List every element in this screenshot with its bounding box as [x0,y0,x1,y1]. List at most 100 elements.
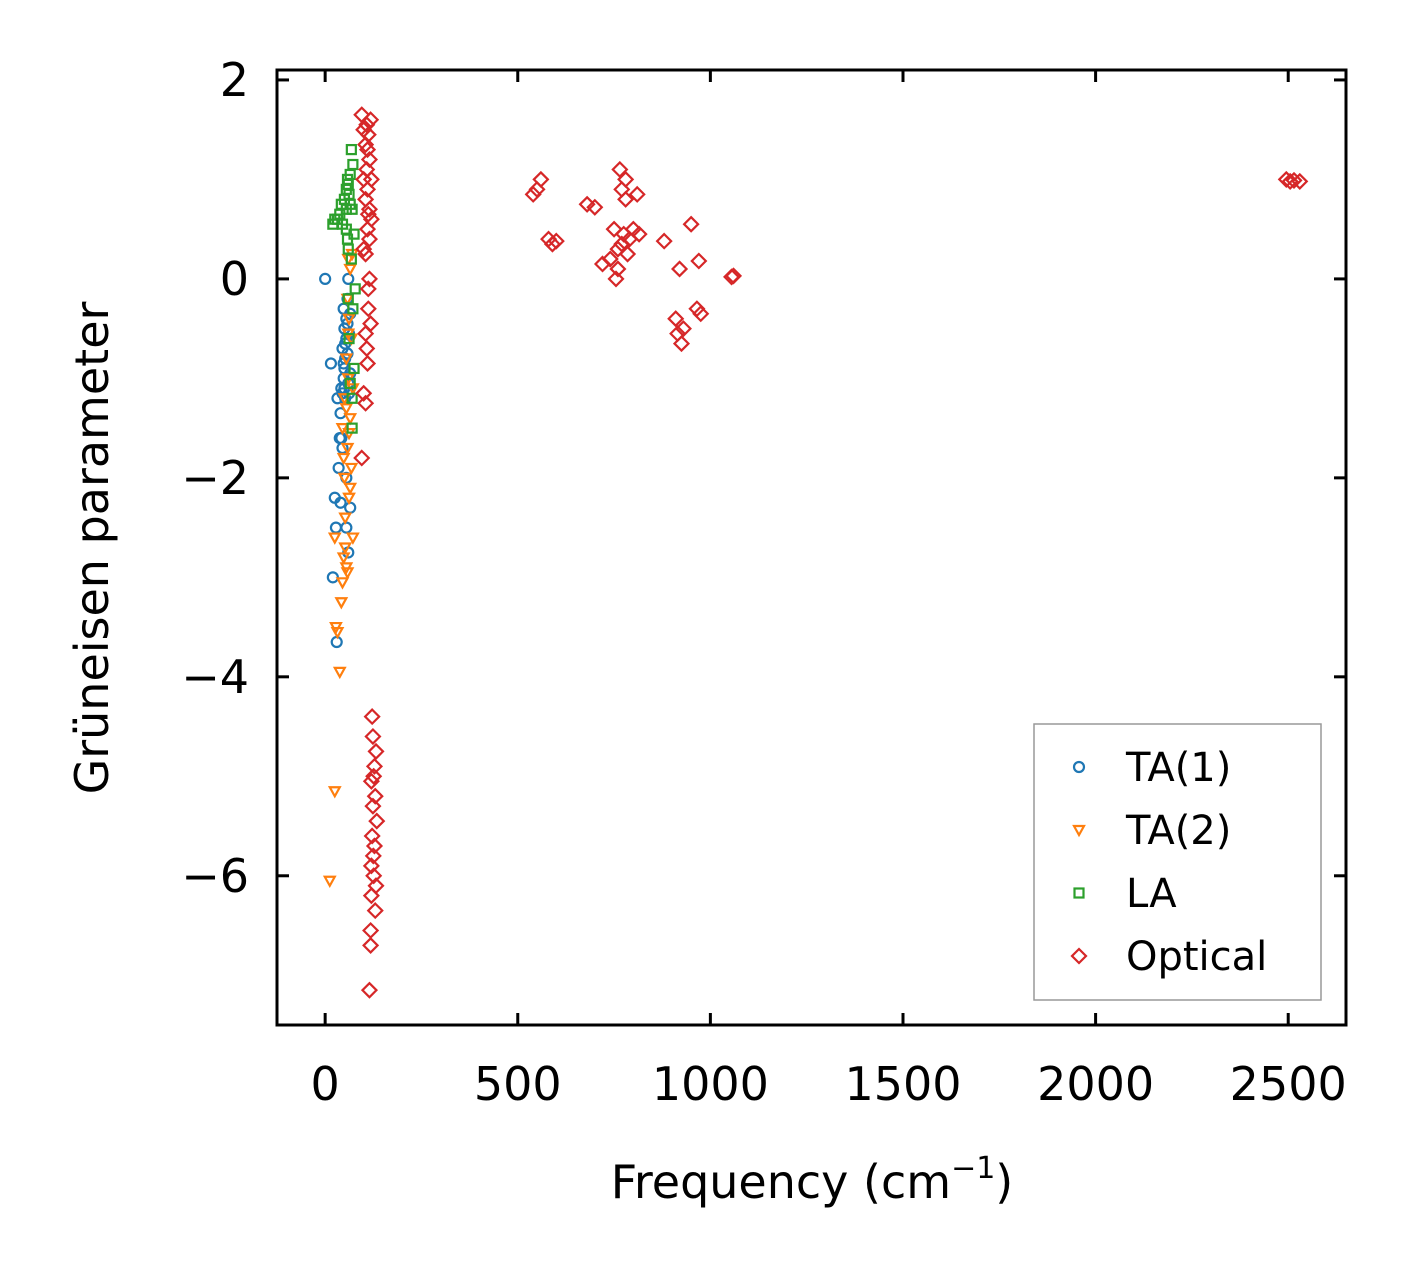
data-point [359,280,377,298]
x-tick-label: 1000 [652,1057,769,1111]
x-tick-label: 2000 [1037,1057,1154,1111]
data-point [319,272,332,286]
data-point [347,303,359,315]
ticks-layer: 0 500 1000 1500 2000 2500 2 0 −2 −4 −6 [181,53,1347,1111]
data-point [655,232,673,250]
x-tick-label: 2500 [1230,1057,1347,1111]
data-point [692,305,710,323]
data-point [353,106,371,124]
data-point [362,772,380,790]
data-point [586,198,604,216]
data-point [690,252,708,270]
legend-marker [1072,824,1086,838]
data-point [336,552,351,565]
legend-label: TA(1) [1125,745,1231,791]
data-point [342,313,356,326]
data-point [346,422,358,434]
data-point [355,240,373,258]
data-point [357,190,375,208]
data-point [357,394,375,412]
data-point [609,260,627,278]
data-point [339,353,354,366]
legend-label: LA [1126,871,1177,917]
y-tick-label: 0 [220,252,249,306]
data-point [364,727,382,746]
data-point [332,666,347,680]
data-point [344,377,356,389]
data-point [724,267,743,285]
data-point [343,332,355,345]
data-point [346,532,360,545]
data-point [363,827,381,845]
data-point [349,283,361,295]
y-axis-title: Grüneisen parameter [65,301,119,794]
data-point [362,921,380,940]
data-point [674,320,692,338]
data-point [532,170,550,188]
data-point [609,240,627,258]
data-point [524,185,542,203]
series-optical [353,106,1309,999]
data-point [344,462,359,476]
data-point [327,786,342,799]
data-point [362,170,380,188]
data-point [630,225,648,243]
data-point [362,936,380,954]
data-point [336,452,351,466]
data-point [353,449,371,467]
data-point [547,232,565,250]
data-point [618,245,637,263]
data-point [339,403,354,416]
data-point [363,708,381,726]
plot-frame [275,68,1348,1027]
data-point [364,847,382,865]
data-point [338,512,353,525]
data-point [617,190,635,208]
data-point [357,245,375,263]
data-point [1291,172,1309,190]
data-point [365,767,383,785]
data-point [543,235,561,253]
data-point [358,141,377,159]
x-tick-label: 0 [311,1057,340,1111]
data-point [682,215,700,233]
x-axis-title-main: Frequency (cm [611,1155,951,1209]
data-point [362,857,380,875]
y-tick-label: −2 [181,451,249,505]
data-point [358,354,377,373]
data-point [364,797,382,815]
data-point [362,887,380,905]
data-point [365,837,384,855]
data-point [365,757,384,775]
legend-marker [1072,760,1086,774]
data-point [617,170,635,188]
data-point [332,461,345,475]
data-point [337,472,352,486]
data-point [334,496,347,509]
data-point [366,902,384,920]
legend-marker [1070,947,1088,965]
data-point [322,875,337,889]
data-point [360,981,379,999]
data-point [359,126,377,144]
legend-label: TA(2) [1125,808,1231,854]
data-point [355,170,373,188]
data-point [367,877,385,895]
data-point [340,521,353,534]
x-axis-title-superscript: −1 [951,1151,995,1186]
data-point [359,205,377,223]
x-tick-label: 500 [474,1057,562,1111]
x-axis-title-close: ) [995,1155,1013,1209]
data-point [1285,171,1303,189]
data-point [342,492,356,506]
data-point [330,635,343,649]
data-point [667,310,685,328]
data-point [360,150,379,169]
data-point [342,243,354,255]
data-point [346,392,358,404]
y-tick-label: −6 [181,849,249,903]
data-point [348,362,360,375]
data-point [359,300,377,318]
x-tick-label: 1500 [844,1057,961,1111]
